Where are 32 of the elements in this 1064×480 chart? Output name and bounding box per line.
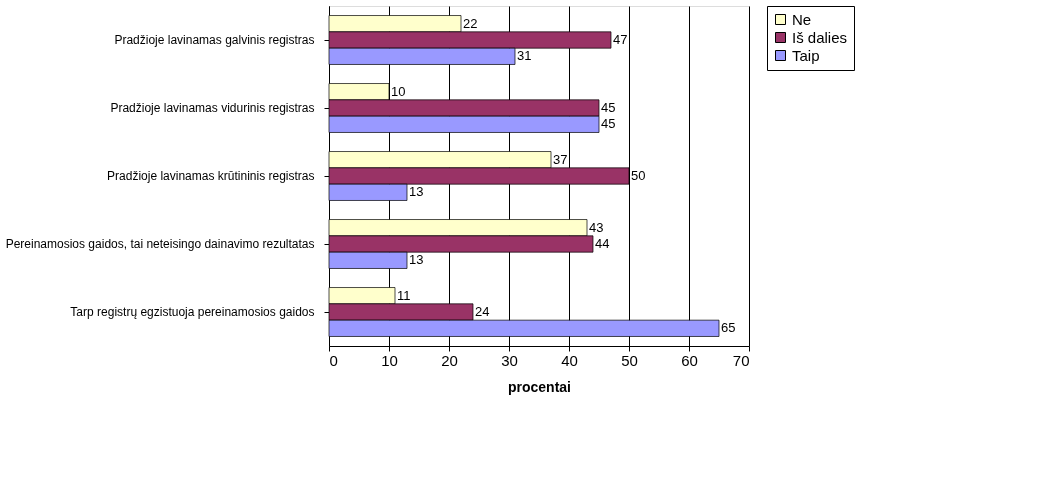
y-tick-label: Pradžioje lavinamas galvinis registras (114, 33, 315, 47)
y-tick-label: Pradžioje lavinamas krūtininis registras (107, 169, 315, 183)
data-label: 13 (409, 252, 424, 268)
data-label: 45 (601, 100, 616, 115)
data-label: 10 (391, 83, 406, 99)
x-tick-label: 60 (681, 351, 698, 369)
y-tick-label: Pereinamosios gaidos, tai neteisingo dainavimo rezultatas (5, 237, 315, 251)
data-label: 31 (517, 48, 532, 64)
x-tick-label: 0 (329, 351, 338, 369)
data-label: 13 (409, 184, 424, 200)
y-tick-label: Pradžioje lavinamas vidurinis registras (110, 101, 315, 115)
x-tick-label: 50 (621, 351, 638, 369)
data-label: 50 (631, 168, 646, 183)
legend-label: Ne (792, 10, 812, 28)
data-label: 43 (589, 219, 604, 235)
data-label: 47 (613, 32, 628, 47)
legend-label: Taip (792, 46, 820, 64)
data-label: 37 (553, 151, 568, 167)
x-axis-title: procentai (507, 378, 572, 395)
x-tick-label: 10 (381, 351, 398, 369)
y-tick-label: Tarp registrų egzistuoja pereinamosios gaidos (70, 305, 315, 319)
x-tick-label: 70 (732, 351, 750, 369)
x-tick-label: 20 (441, 351, 458, 369)
x-tick-label: 30 (501, 351, 518, 369)
data-label: 65 (721, 320, 736, 336)
data-label: 45 (601, 116, 616, 132)
data-label: 11 (397, 287, 411, 303)
x-tick-label: 40 (561, 351, 578, 369)
legend-label: Iš dalies (792, 28, 848, 46)
data-label: 24 (475, 304, 490, 319)
data-label: 22 (463, 15, 478, 31)
data-label: 44 (595, 236, 610, 251)
